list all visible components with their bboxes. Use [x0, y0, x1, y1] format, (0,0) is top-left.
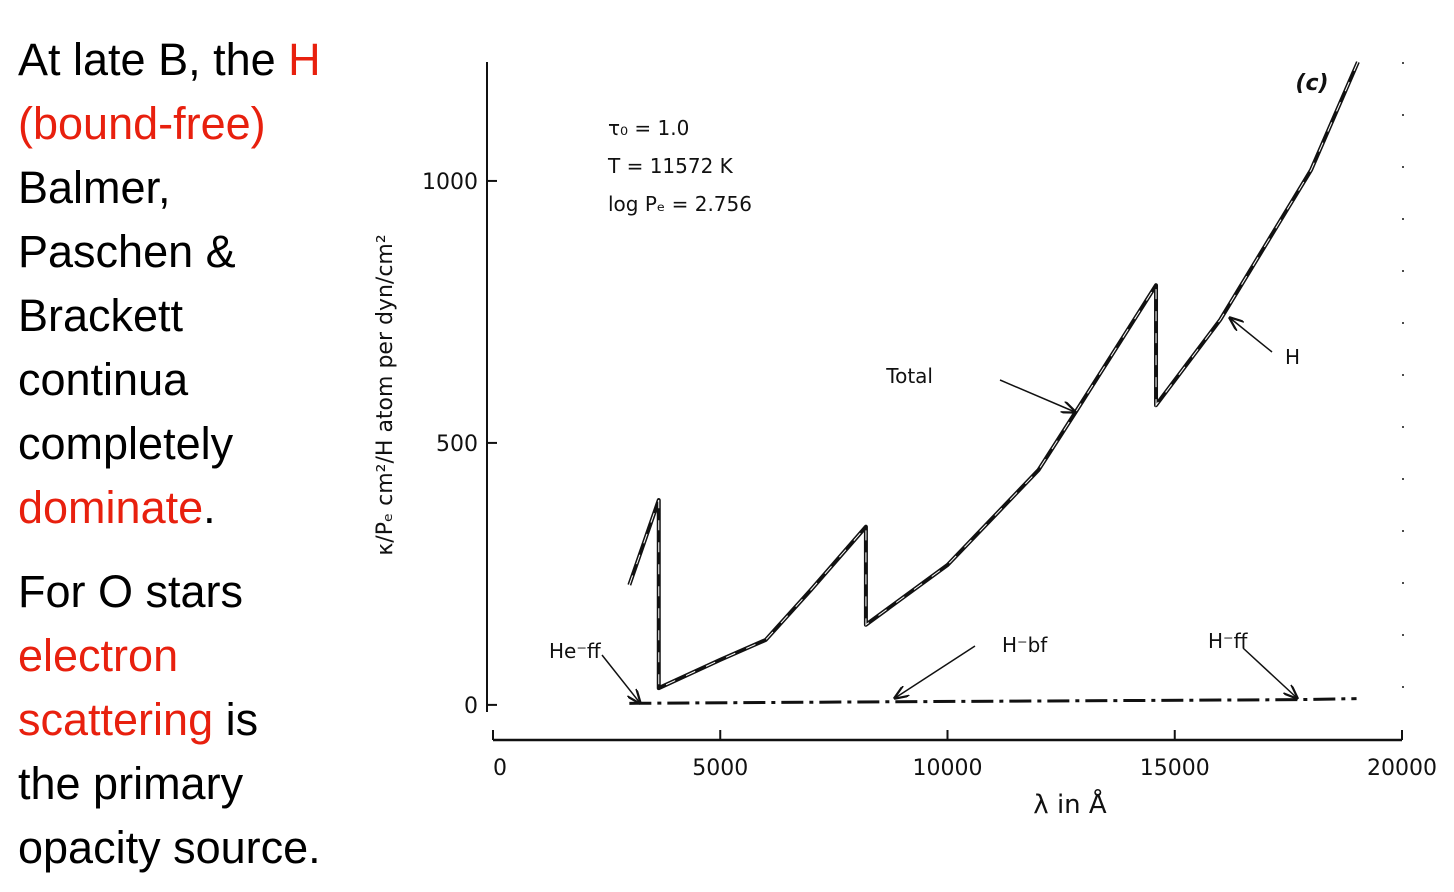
- annotation-arrow: [895, 645, 976, 698]
- text-line: At late B, the H: [18, 28, 418, 92]
- text-run: dominate: [18, 482, 204, 533]
- text-run: For O stars: [18, 566, 244, 617]
- y-tick-label: 0: [464, 694, 478, 719]
- text-line: (bound-free): [18, 92, 418, 156]
- x-tick-label: 0: [493, 756, 507, 781]
- text-run: opacity source.: [18, 822, 321, 873]
- data-line: [629, 697, 1357, 705]
- text-line: scattering is: [18, 688, 418, 752]
- text-line: the primary: [18, 752, 418, 816]
- paragraph: For O stars electron scattering is the prim…: [18, 560, 418, 880]
- annotation-arrow: [999, 379, 1075, 412]
- text-line: Brackett: [18, 284, 418, 348]
- y-tick-label: 1000: [422, 170, 478, 195]
- text-line: Paschen &: [18, 220, 418, 284]
- text-line: For O stars: [18, 560, 418, 624]
- annotation: H: [1285, 345, 1300, 369]
- annotation-arrow: [1242, 647, 1297, 698]
- text-line: electron: [18, 624, 418, 688]
- text-run: H: [288, 34, 321, 85]
- parameter: log Pₑ = 2.756: [608, 192, 752, 216]
- annotation-arrow: [601, 654, 640, 703]
- text-line: opacity source.: [18, 816, 418, 880]
- x-tick-label: 15000: [1140, 756, 1210, 781]
- x-tick-label: 10000: [913, 756, 983, 781]
- annotation: H⁻bf: [1002, 633, 1048, 657]
- text-run: .: [203, 482, 216, 533]
- text-run: Brackett: [18, 290, 184, 341]
- annotation-arrow: [1230, 318, 1273, 353]
- parameter: τ₀ = 1.0: [608, 116, 689, 140]
- slide-text: At late B, the H (bound-free) Balmer, Pasch…: [18, 28, 418, 892]
- parameter: T = 11572 K: [607, 154, 734, 178]
- text-line: Balmer,: [18, 156, 418, 220]
- annotation: Total: [885, 364, 933, 388]
- annotation: H⁻ff: [1208, 629, 1249, 653]
- text-line: continua: [18, 348, 418, 412]
- text-run: completely: [18, 418, 234, 469]
- x-axis-label: λ in Å: [1033, 788, 1107, 820]
- text-run: (bound-free): [18, 98, 266, 149]
- y-axis-label: κ/Pₑ cm²/H atom per dyn/cm²: [373, 234, 398, 555]
- x-tick-label: 5000: [692, 756, 748, 781]
- text-run: the primary: [18, 758, 244, 809]
- text-line: dominate.: [18, 476, 418, 540]
- text-run: scattering: [18, 694, 214, 745]
- text-run: At late B, the: [18, 34, 289, 85]
- text-run: is: [213, 694, 259, 745]
- text-run: Balmer,: [18, 162, 171, 213]
- text-run: continua: [18, 354, 189, 405]
- data-line: [627, 61, 1360, 691]
- paragraph: At late B, the H (bound-free) Balmer, Pasch…: [18, 28, 418, 540]
- text-line: completely: [18, 412, 418, 476]
- text-run: electron: [18, 630, 179, 681]
- data-line-dash: [628, 61, 1359, 689]
- annotation: He⁻ff: [549, 639, 602, 663]
- y-tick-label: 500: [436, 432, 478, 457]
- x-tick-label: 20000: [1367, 756, 1437, 781]
- panel-label: (c): [1295, 71, 1328, 96]
- text-run: Paschen &: [18, 226, 236, 277]
